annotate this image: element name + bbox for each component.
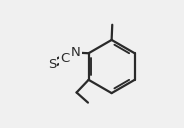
Text: S: S — [48, 57, 56, 71]
Text: N: N — [71, 46, 81, 59]
Text: C: C — [60, 52, 69, 65]
